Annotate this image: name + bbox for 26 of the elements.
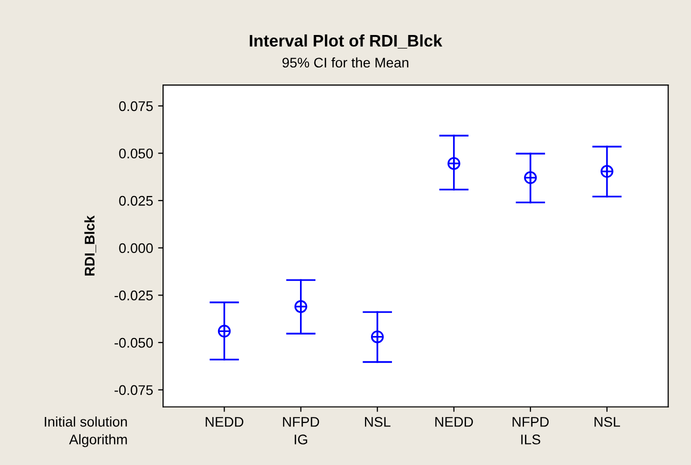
y-tick-label: 0.000 <box>119 243 153 254</box>
y-tick-label: -0.025 <box>114 290 153 300</box>
point <box>294 300 308 313</box>
x-tick-label: NSL <box>365 416 390 427</box>
text: Algorithm <box>69 434 127 448</box>
y-tick-label: 0.050 <box>119 148 153 158</box>
x-tick-label: NEDD <box>435 417 473 427</box>
x-tick-label: NSL <box>594 416 620 427</box>
point <box>448 157 460 170</box>
chart-subtitle: 95% CI for the Mean <box>282 57 408 68</box>
x-tick-label: NFPD <box>512 417 549 427</box>
y-tick-label: -0.050 <box>114 338 153 348</box>
point <box>600 165 614 178</box>
point <box>218 324 231 338</box>
point <box>524 171 537 184</box>
text: ILS <box>521 434 540 444</box>
text: Initial solution <box>44 416 127 427</box>
y-tick-label: -0.075 <box>114 385 153 396</box>
y-axis-title: RDI_Blck <box>84 215 96 276</box>
x-tick-label: NFPD <box>283 417 320 427</box>
y-tick-label: 0.025 <box>119 196 153 206</box>
point <box>370 330 384 344</box>
text: IG <box>294 434 308 444</box>
chart-title: Interval Plot of RDI_Blck <box>250 34 442 49</box>
y-tick-label: 0.075 <box>119 101 153 112</box>
x-tick-label: NEDD <box>206 417 244 427</box>
